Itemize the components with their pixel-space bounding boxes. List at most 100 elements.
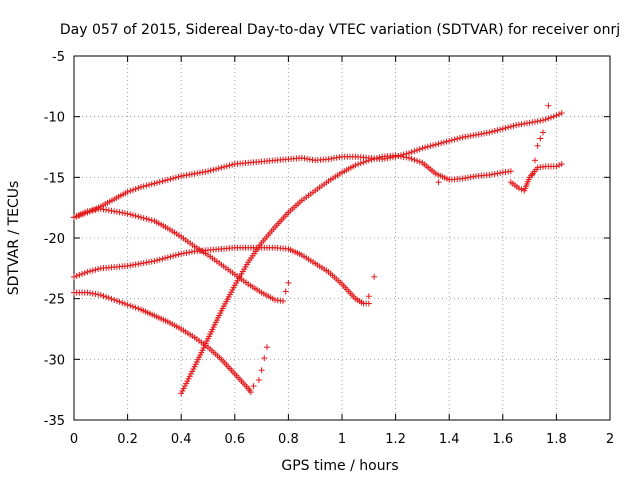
- y-tick-label: -20: [44, 232, 65, 247]
- data-point: [218, 164, 225, 171]
- data-point: [105, 294, 112, 301]
- data-point: [440, 139, 447, 146]
- data-point: [129, 186, 136, 193]
- data-point: [229, 161, 236, 168]
- data-point: [111, 296, 118, 303]
- data-point: [132, 212, 139, 219]
- data-point: [454, 135, 461, 142]
- data-point: [408, 149, 415, 156]
- data-point: [124, 188, 131, 195]
- data-point: [432, 141, 439, 148]
- grid: [74, 56, 610, 420]
- x-axis-label: GPS time / hours: [281, 458, 398, 474]
- data-point: [494, 127, 501, 134]
- data-point: [92, 266, 99, 273]
- data-point: [213, 166, 220, 173]
- data-point: [127, 211, 134, 218]
- data-point: [172, 252, 179, 259]
- data-point: [121, 300, 128, 307]
- data-point: [553, 112, 560, 119]
- data-points: [71, 102, 565, 397]
- y-tick-label: -25: [44, 293, 65, 308]
- chart-title: Day 057 of 2015, Sidereal Day-to-day VTE…: [60, 22, 620, 38]
- data-point: [518, 186, 525, 193]
- data-point: [215, 165, 222, 172]
- data-point: [365, 300, 372, 307]
- data-point: [502, 125, 509, 132]
- data-point: [531, 157, 538, 164]
- data-point: [154, 257, 161, 264]
- x-tick-label: 1.8: [546, 432, 567, 447]
- data-point: [250, 383, 257, 390]
- data-point: [548, 114, 555, 121]
- data-point: [371, 155, 378, 162]
- data-point: [373, 155, 380, 162]
- data-point: [411, 148, 418, 155]
- x-tick-label: 0.8: [278, 432, 299, 447]
- data-point: [545, 115, 552, 122]
- data-point: [556, 111, 563, 118]
- data-point: [151, 258, 158, 265]
- data-point: [148, 217, 155, 224]
- data-point: [132, 304, 139, 311]
- data-point: [71, 273, 77, 280]
- data-point: [550, 113, 557, 120]
- data-point: [534, 142, 541, 149]
- data-point: [355, 161, 362, 168]
- data-point: [414, 157, 421, 164]
- data-point: [448, 137, 455, 144]
- data-point: [255, 376, 262, 383]
- data-point: [497, 126, 504, 133]
- data-point: [365, 293, 372, 300]
- data-point: [540, 129, 546, 136]
- y-tick-label: -35: [44, 414, 65, 429]
- data-point: [148, 181, 155, 188]
- data-point: [510, 122, 517, 129]
- data-point: [138, 214, 144, 221]
- x-tick-label: 0.2: [117, 432, 138, 447]
- data-point: [124, 301, 131, 308]
- data-point: [261, 355, 268, 362]
- data-point: [164, 176, 171, 183]
- data-point: [223, 163, 230, 170]
- data-point: [545, 102, 552, 109]
- data-point: [156, 256, 163, 263]
- data-point: [556, 162, 563, 169]
- data-point: [162, 255, 169, 262]
- data-point: [553, 163, 560, 170]
- data-point: [540, 117, 546, 124]
- data-point: [438, 140, 445, 147]
- data-point: [129, 212, 136, 219]
- data-point: [76, 271, 83, 278]
- data-point: [167, 176, 174, 183]
- data-point: [558, 160, 565, 167]
- data-point: [368, 156, 375, 163]
- data-point: [408, 155, 415, 162]
- data-point: [113, 297, 120, 304]
- data-point: [507, 123, 514, 130]
- data-point: [435, 140, 442, 147]
- data-point: [108, 295, 115, 302]
- data-point: [529, 171, 536, 178]
- data-point: [451, 136, 458, 143]
- data-point: [132, 185, 139, 192]
- y-tick-label: -5: [52, 50, 65, 65]
- data-point: [285, 279, 292, 286]
- data-point: [151, 180, 158, 187]
- data-point: [146, 181, 153, 188]
- data-point: [424, 143, 431, 150]
- data-point: [79, 270, 86, 277]
- data-point: [258, 367, 265, 374]
- x-tick-label: 0.4: [171, 432, 192, 447]
- data-point: [146, 216, 153, 223]
- data-point: [135, 185, 142, 192]
- data-point: [416, 146, 423, 153]
- data-point: [263, 344, 270, 351]
- data-point: [515, 185, 522, 192]
- data-point: [95, 266, 102, 273]
- data-point: [456, 135, 463, 142]
- data-point: [87, 268, 94, 275]
- data-point: [100, 292, 107, 299]
- data-point: [558, 110, 565, 117]
